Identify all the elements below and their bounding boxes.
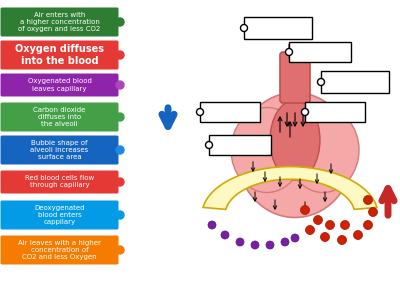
Circle shape — [302, 109, 308, 116]
Circle shape — [116, 178, 124, 186]
Circle shape — [206, 142, 212, 148]
Circle shape — [318, 79, 324, 86]
Circle shape — [300, 206, 310, 214]
Text: Air leaves with a higher
concentration of
CO2 and less Oxygen: Air leaves with a higher concentration o… — [18, 240, 101, 260]
FancyBboxPatch shape — [305, 102, 365, 122]
Circle shape — [236, 238, 244, 246]
Circle shape — [116, 18, 124, 26]
FancyBboxPatch shape — [321, 71, 389, 93]
FancyBboxPatch shape — [0, 40, 118, 70]
FancyBboxPatch shape — [200, 102, 260, 122]
Text: Oxygen diffuses
into the blood: Oxygen diffuses into the blood — [15, 44, 104, 66]
Circle shape — [286, 49, 292, 56]
FancyBboxPatch shape — [0, 8, 118, 37]
Circle shape — [364, 220, 372, 230]
Circle shape — [116, 51, 124, 59]
Circle shape — [221, 231, 229, 239]
Text: Red blood cells flow
through capillary: Red blood cells flow through capillary — [25, 176, 94, 188]
Circle shape — [340, 220, 350, 230]
Ellipse shape — [270, 100, 320, 180]
Text: Air enters with
a higher concentration
of oxygen and less CO2: Air enters with a higher concentration o… — [18, 12, 101, 32]
Text: Deoxygenated
blood enters
cappilary: Deoxygenated blood enters cappilary — [34, 205, 85, 225]
Circle shape — [368, 208, 378, 217]
FancyBboxPatch shape — [209, 135, 271, 155]
Circle shape — [240, 25, 248, 32]
FancyBboxPatch shape — [0, 103, 118, 131]
Circle shape — [291, 234, 299, 242]
Circle shape — [116, 81, 124, 89]
Text: Oxygenated blood
leaves capillary: Oxygenated blood leaves capillary — [28, 79, 92, 92]
FancyBboxPatch shape — [280, 52, 310, 103]
Ellipse shape — [231, 107, 303, 193]
FancyBboxPatch shape — [0, 236, 118, 265]
Circle shape — [266, 241, 274, 249]
Circle shape — [116, 146, 124, 154]
Text: Bubble shape of
alveoli increases
surface area: Bubble shape of alveoli increases surfac… — [30, 140, 89, 160]
FancyBboxPatch shape — [0, 200, 118, 230]
Circle shape — [338, 236, 346, 244]
Circle shape — [208, 221, 216, 229]
FancyBboxPatch shape — [0, 136, 118, 164]
Circle shape — [116, 113, 124, 121]
Circle shape — [116, 211, 124, 219]
Circle shape — [314, 215, 322, 224]
FancyBboxPatch shape — [0, 170, 118, 194]
Circle shape — [281, 238, 289, 246]
Circle shape — [364, 196, 372, 205]
Polygon shape — [203, 167, 377, 209]
Text: Carbon dioxide
diffuses into
the alveoli: Carbon dioxide diffuses into the alveoli — [33, 107, 86, 127]
Circle shape — [320, 232, 330, 242]
FancyBboxPatch shape — [289, 42, 351, 62]
Circle shape — [306, 226, 314, 235]
Circle shape — [251, 241, 259, 249]
Circle shape — [196, 109, 204, 116]
FancyBboxPatch shape — [244, 17, 312, 39]
FancyBboxPatch shape — [0, 74, 118, 97]
Ellipse shape — [287, 107, 359, 193]
Ellipse shape — [238, 92, 352, 218]
Circle shape — [326, 220, 334, 230]
Circle shape — [116, 246, 124, 254]
Circle shape — [354, 230, 362, 239]
